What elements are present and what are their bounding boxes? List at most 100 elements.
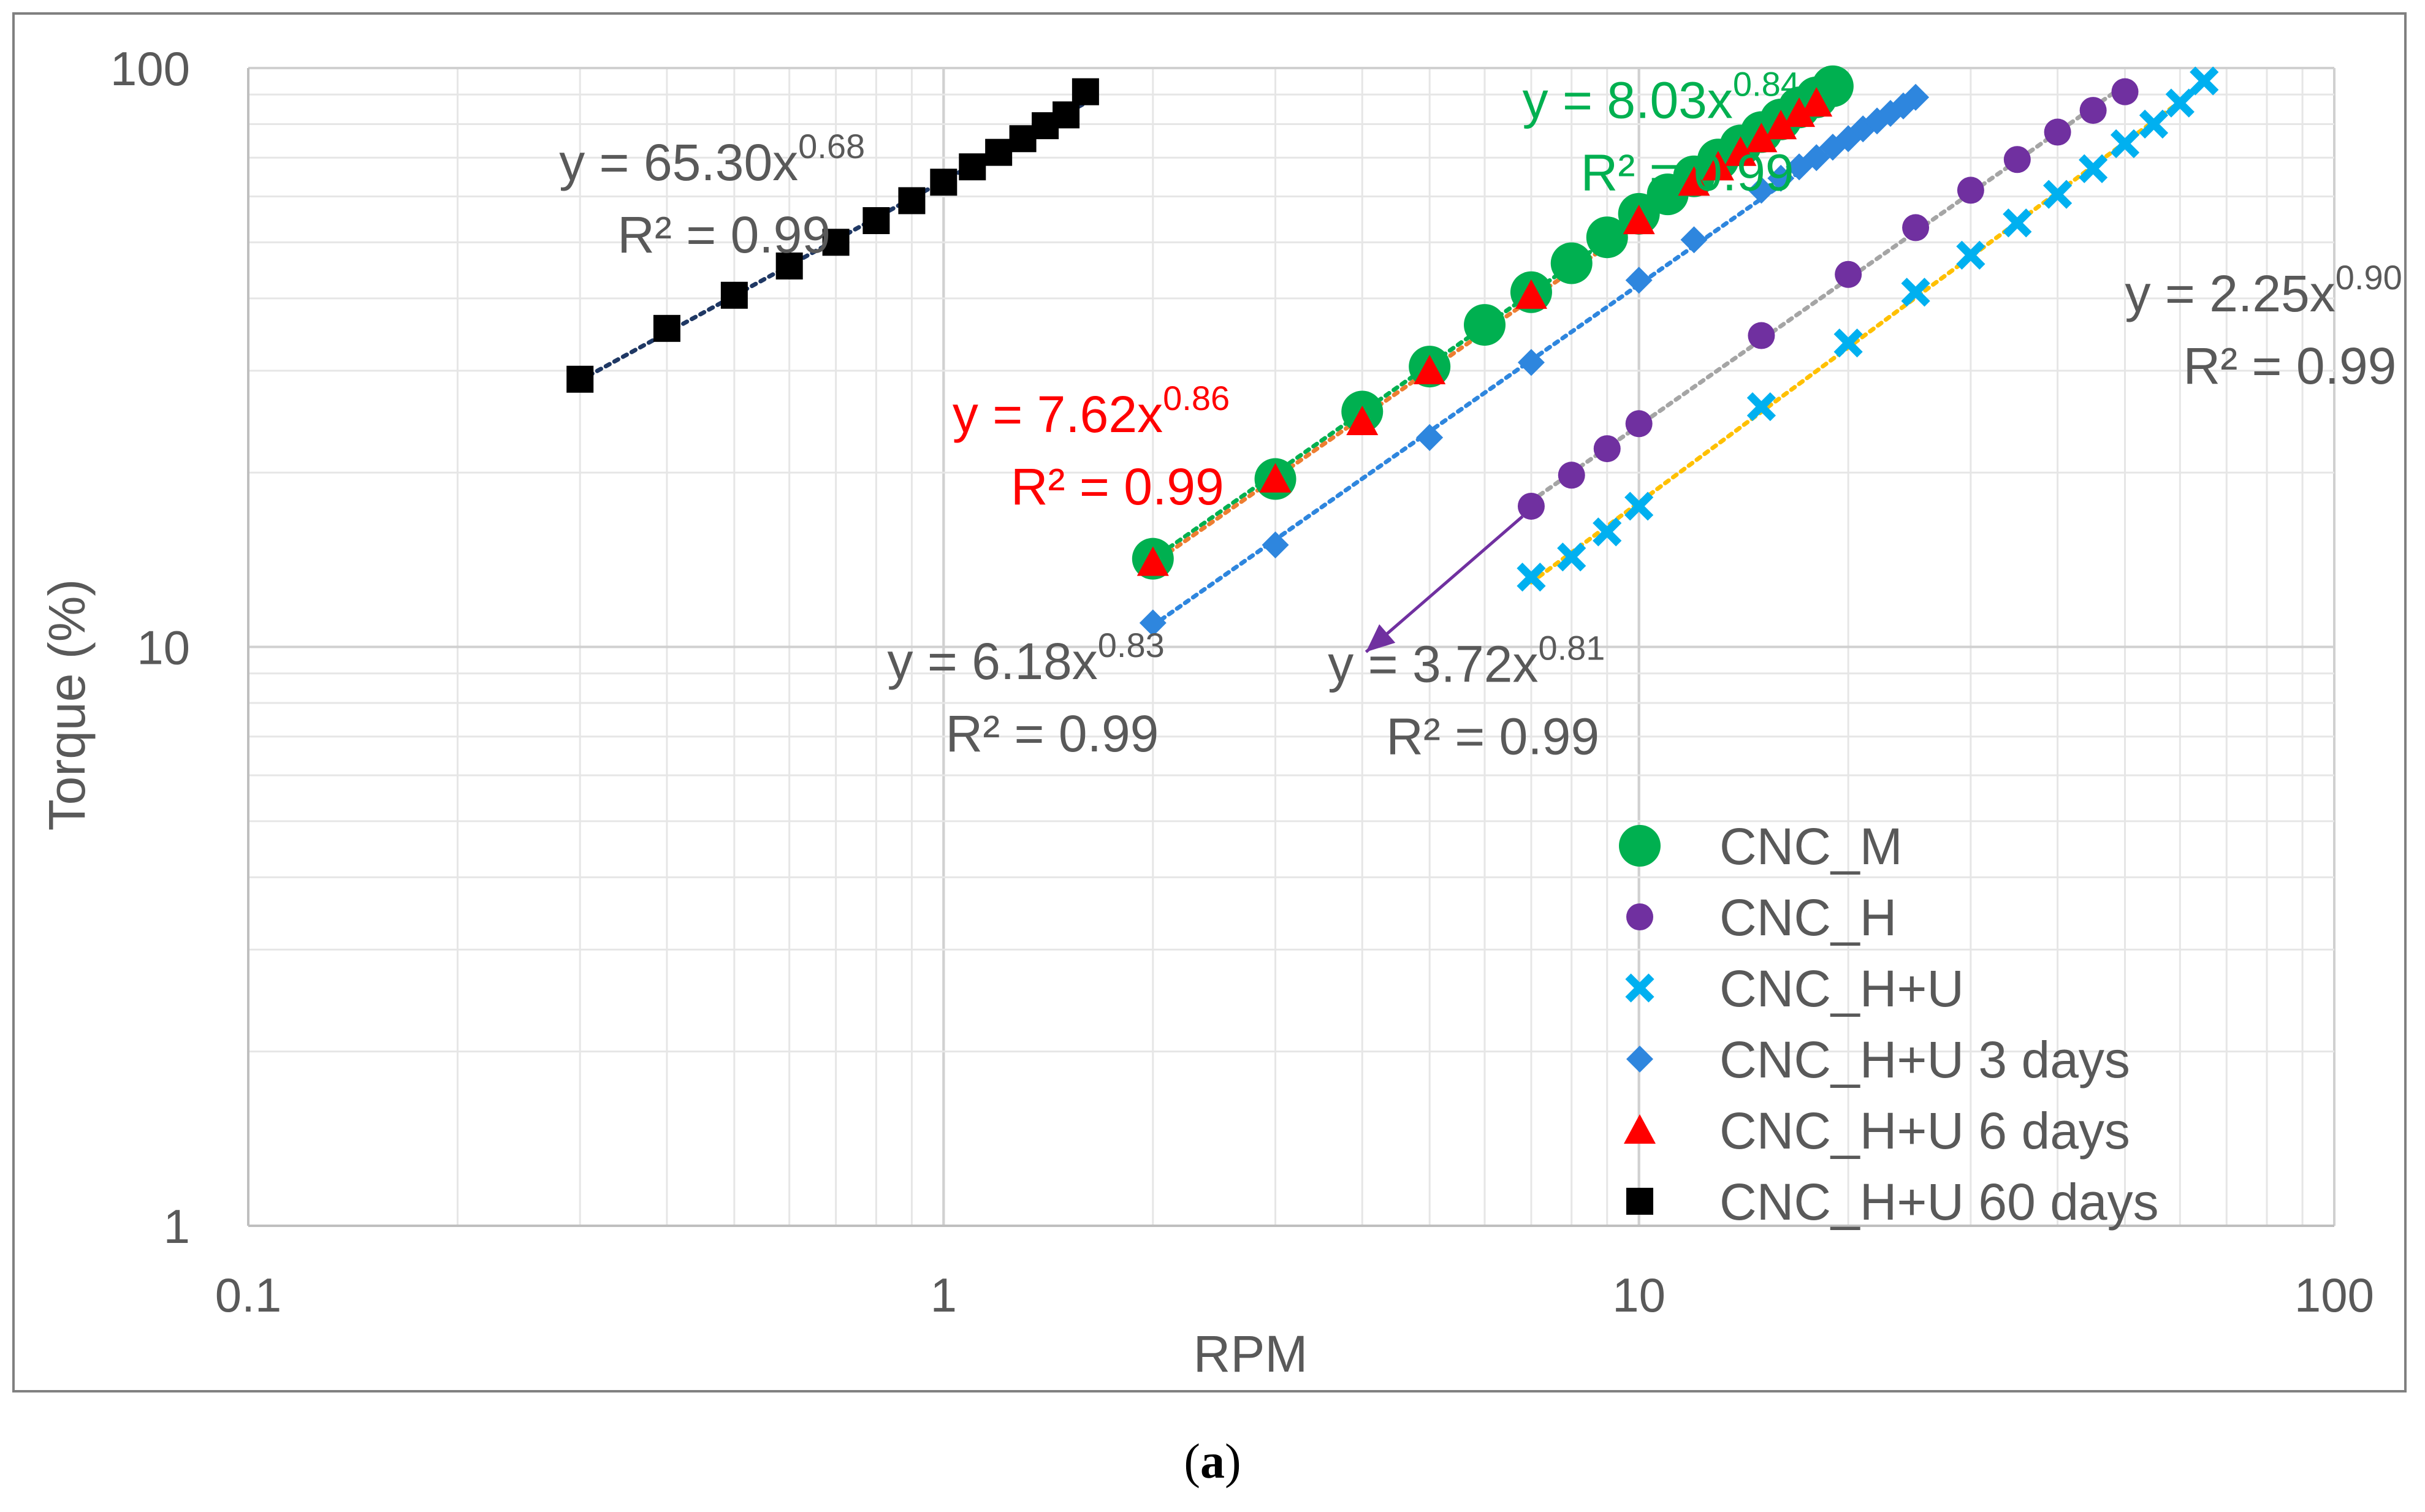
r-squared-text: R² = 0.99: [2183, 337, 2397, 395]
trendline-equations: y = 65.30x0.68 R² = 0.99 y = 8.03x0.84 R² =…: [559, 64, 2402, 765]
r-squared-text: R² = 0.99: [617, 206, 831, 264]
data-point: [1626, 1188, 1653, 1215]
data-point: [1619, 825, 1661, 867]
equation-text: y = 6.18x0.83: [888, 626, 1165, 690]
annotation-arrow-layer: [1365, 515, 1524, 653]
data-point: [2044, 118, 2071, 146]
data-point: [1678, 166, 1710, 196]
equation-exponent: 0.84: [1733, 64, 1800, 103]
equation-base: y = 2.25x: [2125, 265, 2336, 322]
legend-label: CNC_M: [1719, 818, 1903, 875]
trendline-equation: y = 2.25x0.90 R² = 0.99: [2125, 258, 2402, 395]
equation-exponent: 0.83: [1098, 626, 1165, 664]
equation-base: y = 8.03x: [1523, 71, 1733, 129]
data-point: [566, 365, 594, 393]
data-point: [1902, 83, 1930, 111]
y-tick-label: 10: [137, 621, 190, 675]
equation-base: y = 65.30x: [559, 134, 798, 191]
data-point: [1557, 542, 1586, 572]
data-point: [1901, 278, 1930, 307]
data-point: [1902, 214, 1930, 241]
legend-item: CNC_H+U 3 days: [1626, 1031, 2130, 1088]
data-point: [1414, 354, 1446, 384]
legend-label: CNC_H+U 6 days: [1719, 1102, 2130, 1160]
data-point: [1259, 463, 1292, 493]
data-point: [775, 253, 803, 280]
annotation-arrowhead: [1366, 624, 1396, 652]
data-point: [985, 139, 1013, 166]
data-point: [1517, 492, 1545, 520]
series-group: [1136, 87, 1833, 576]
data-point: [2043, 180, 2073, 209]
data-point: [1746, 392, 1776, 422]
x-axis-title: RPM: [1193, 1325, 1308, 1383]
legend-item: CNC_H+U: [1625, 960, 1964, 1017]
y-tick-label: 100: [110, 42, 190, 96]
data-point: [1624, 1114, 1656, 1144]
x-tick-label: 100: [2294, 1268, 2374, 1322]
data-point: [2079, 154, 2108, 183]
data-point: [1517, 563, 1546, 592]
data-point: [1957, 177, 1984, 204]
x-tick-label: 1: [931, 1268, 957, 1322]
data-point: [1139, 609, 1167, 637]
equation-text: y = 2.25x0.90: [2125, 258, 2402, 322]
data-point: [898, 187, 926, 215]
data-point: [1515, 279, 1547, 309]
data-point: [862, 207, 890, 234]
data-point: [1956, 240, 1985, 270]
data-point: [2003, 146, 2031, 173]
series-group: [1517, 66, 2219, 592]
data-point: [1593, 435, 1621, 463]
equation-exponent: 0.86: [1163, 379, 1230, 417]
data-point: [2079, 97, 2107, 124]
data-point: [720, 281, 748, 309]
equation-base: y = 7.62x: [953, 386, 1163, 443]
legend-item: CNC_H+U 60 days: [1626, 1173, 2159, 1231]
data-point: [2111, 78, 2139, 105]
data-point: [1800, 87, 1833, 117]
data-point: [2139, 109, 2169, 139]
x-tick-label: 10: [1612, 1268, 1666, 1322]
data-point: [1558, 462, 1585, 489]
data-point: [1072, 78, 1099, 105]
legend-item: CNC_H+U 6 days: [1624, 1102, 2130, 1160]
data-point: [1835, 260, 1862, 288]
data-point: [1625, 267, 1653, 294]
trendline-equation: y = 65.30x0.68 R² = 0.99: [559, 127, 865, 264]
data-point: [1053, 101, 1080, 129]
r-squared-text: R² = 0.99: [946, 705, 1159, 762]
data-point: [1811, 65, 1854, 107]
data-marks: [566, 65, 2219, 637]
data-point: [1833, 328, 1863, 358]
data-point: [1136, 546, 1169, 576]
data-point: [1593, 517, 1622, 547]
data-point: [1783, 97, 1816, 127]
data-point: [1464, 304, 1506, 346]
r-squared-text: R² = 0.99: [1581, 143, 1794, 201]
data-point: [1626, 1046, 1653, 1073]
equation-text: y = 7.62x0.86: [953, 379, 1230, 443]
data-point: [1748, 322, 1775, 349]
legend-label: CNC_H: [1719, 889, 1897, 946]
data-point: [1625, 410, 1653, 438]
r-squared-text: R² = 0.99: [1386, 708, 1599, 765]
figure-caption: (a): [1184, 1435, 1241, 1489]
y-tick-label: 1: [164, 1199, 190, 1253]
data-point: [1262, 531, 1289, 559]
data-point: [930, 169, 957, 196]
data-point: [1702, 151, 1734, 181]
r-squared-text: R² = 0.99: [1011, 458, 1224, 515]
legend-label: CNC_H+U 60 days: [1719, 1173, 2159, 1231]
data-point: [1724, 136, 1757, 166]
data-point: [1625, 973, 1654, 1003]
data-point: [959, 153, 986, 181]
series-group: [566, 78, 1099, 393]
data-point: [1550, 242, 1593, 284]
trendline-equation: y = 6.18x0.83 R² = 0.99: [888, 626, 1165, 762]
equation-exponent: 0.81: [1538, 629, 1605, 667]
equation-exponent: 0.90: [2336, 258, 2402, 297]
data-point: [1586, 216, 1628, 259]
tick-labels: 0.1 1 10 100 1 10 100: [110, 42, 2374, 1322]
data-point: [1767, 164, 1795, 192]
